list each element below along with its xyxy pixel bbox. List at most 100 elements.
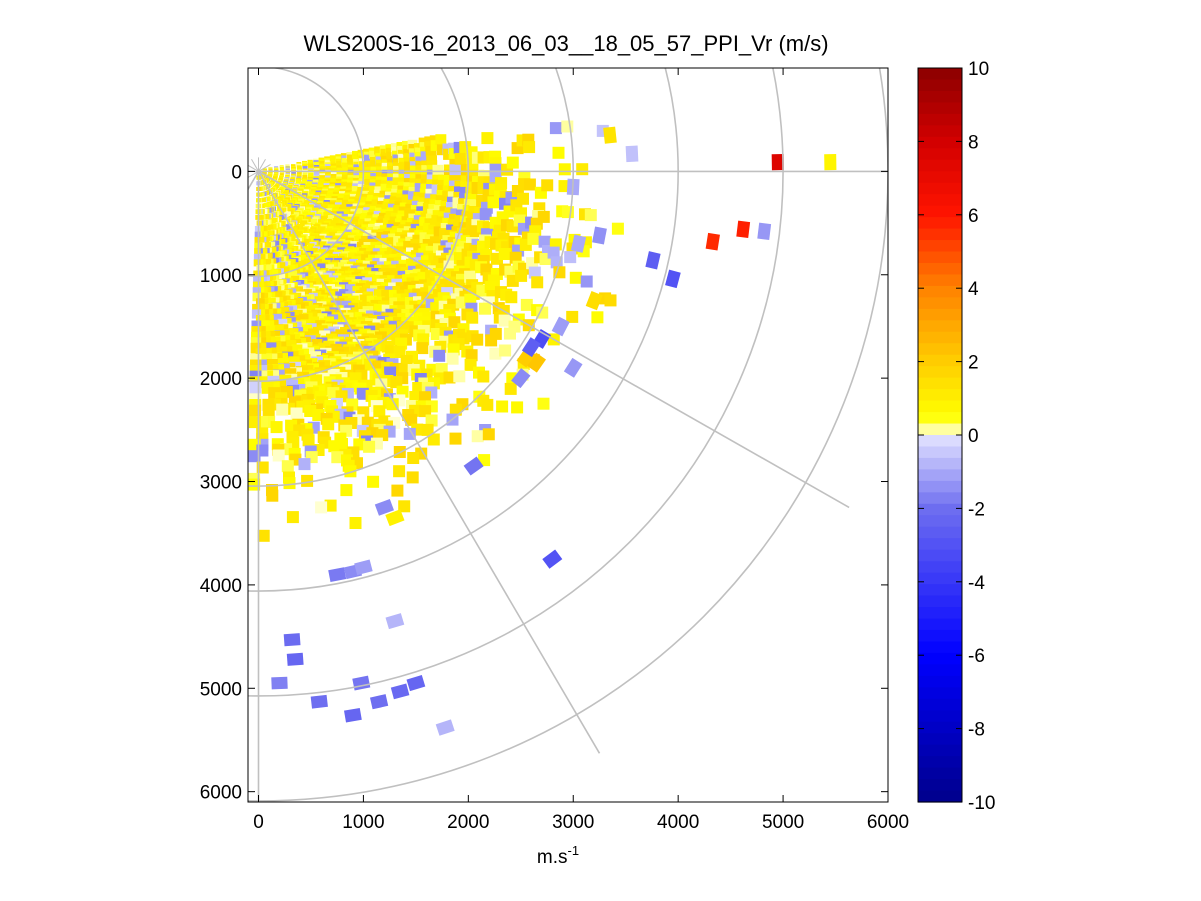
velocity-cell <box>277 273 286 282</box>
y-tick-label: 0 <box>231 162 242 183</box>
velocity-cell <box>344 209 352 217</box>
velocity-cell <box>356 241 366 251</box>
y-axis: 0 1000 2000 3000 4000 5000 6000 <box>200 162 888 804</box>
colorbar-band <box>918 618 962 631</box>
velocity-cell <box>280 307 290 317</box>
velocity-cell <box>477 370 490 383</box>
velocity-cell <box>312 207 319 214</box>
velocity-cell <box>252 292 261 302</box>
velocity-cell <box>279 215 285 221</box>
velocity-cell <box>471 333 484 346</box>
velocity-cell <box>262 404 275 417</box>
velocity-cell <box>283 477 296 490</box>
colorbar-band <box>918 503 962 516</box>
velocity-cell <box>390 683 410 700</box>
velocity-cell <box>405 413 418 426</box>
velocity-cell <box>338 218 347 226</box>
velocity-cell <box>363 440 376 453</box>
velocity-cell <box>564 251 577 264</box>
colorbar-tick-label: 0 <box>968 426 979 447</box>
velocity-cell <box>591 311 604 324</box>
velocity-cell <box>371 199 380 208</box>
velocity-cell <box>443 371 456 384</box>
velocity-cell <box>251 331 262 342</box>
chart-title: WLS200S-16_2013_06_03__18_05_57_PPI_Vr (… <box>303 31 828 56</box>
velocity-cell <box>420 151 431 162</box>
velocity-cell <box>320 215 328 223</box>
colorbar-band <box>918 561 962 574</box>
velocity-cell <box>577 245 590 258</box>
colorbar-tick-label: -4 <box>968 573 985 594</box>
velocity-cell <box>279 238 286 246</box>
azimuth-spoke <box>248 170 260 191</box>
velocity-cell <box>448 148 461 160</box>
velocity-cell <box>368 185 377 194</box>
velocity-cell <box>386 398 399 411</box>
colorbar-band <box>918 400 962 413</box>
colorbar-tick-label: -2 <box>968 499 985 520</box>
velocity-cell <box>298 458 311 471</box>
velocity-cell <box>315 501 328 514</box>
azimuth-spoke-minor <box>251 159 259 172</box>
velocity-cell <box>282 266 290 275</box>
velocity-cell <box>469 244 482 257</box>
velocity-cell <box>757 222 772 240</box>
colorbar-band <box>918 68 962 81</box>
velocity-cell <box>277 318 288 329</box>
velocity-cell <box>351 186 359 194</box>
velocity-cell <box>317 263 326 272</box>
velocity-cell <box>393 205 403 215</box>
velocity-cell <box>433 349 446 362</box>
velocity-cell <box>301 324 313 335</box>
colorbar: 10 8 6 4 2 0 -2 -4 -6 -8 -10 <box>917 59 995 814</box>
velocity-cell <box>317 219 325 226</box>
velocity-cell <box>265 219 271 225</box>
velocity-cell <box>314 296 324 306</box>
colorbar-band <box>918 125 962 138</box>
velocity-cell <box>401 194 412 204</box>
velocity-cell <box>576 163 589 176</box>
x-tick-label: 1000 <box>342 812 384 833</box>
velocity-cell <box>324 499 337 512</box>
velocity-cell <box>427 433 440 446</box>
velocity-cell <box>771 153 784 171</box>
velocity-cell <box>248 450 261 463</box>
velocity-cell <box>258 253 266 261</box>
velocity-cell <box>435 134 447 146</box>
colorbar-band <box>918 595 962 608</box>
velocity-cell <box>531 276 544 289</box>
velocity-cell <box>373 405 386 418</box>
velocity-cell <box>561 206 574 219</box>
velocity-cell <box>824 154 837 171</box>
velocity-cell <box>286 652 304 666</box>
colorbar-band <box>918 629 962 643</box>
velocity-cell <box>504 382 517 395</box>
velocity-cell <box>354 559 373 576</box>
velocity-cell <box>255 315 266 325</box>
colorbar-band <box>918 262 962 276</box>
velocity-cells <box>248 120 837 736</box>
velocity-cell <box>309 191 315 198</box>
colorbar-band <box>918 492 962 505</box>
x-axis: 0 1000 2000 3000 4000 5000 6000 <box>253 68 909 833</box>
velocity-cell <box>261 220 267 226</box>
colorbar-band <box>918 744 962 757</box>
velocity-cell <box>280 244 288 251</box>
velocity-cell <box>541 179 554 192</box>
y-tick-label: 4000 <box>200 576 242 597</box>
velocity-cell <box>269 241 276 248</box>
colorbar-band <box>918 641 962 654</box>
velocity-cell <box>276 216 282 222</box>
velocity-cell <box>491 252 503 265</box>
velocity-cell <box>310 188 316 195</box>
velocity-cell <box>358 218 366 227</box>
velocity-cell <box>302 172 308 178</box>
velocity-cell <box>604 294 617 307</box>
velocity-cell <box>342 199 349 207</box>
colorbar-band <box>918 148 962 161</box>
velocity-cell <box>288 259 296 267</box>
colorbar-bands <box>918 68 962 803</box>
colorbar-band <box>918 733 962 746</box>
velocity-cell <box>256 264 264 273</box>
